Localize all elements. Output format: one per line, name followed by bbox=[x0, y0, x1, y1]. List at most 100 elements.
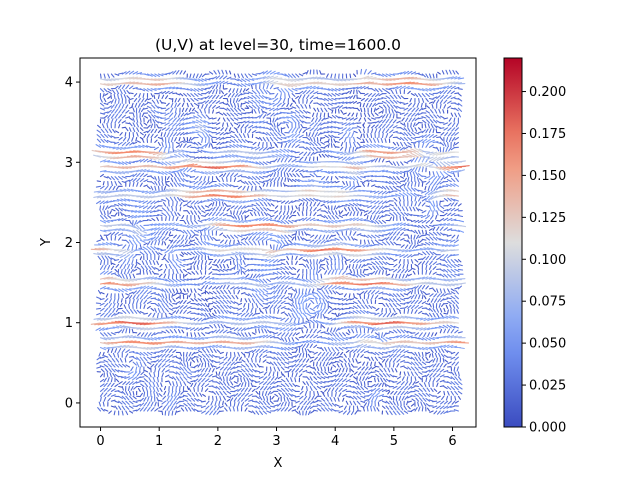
quiver-arrow bbox=[414, 181, 417, 187]
quiver-arrow bbox=[389, 321, 402, 324]
quiver-arrow bbox=[168, 340, 180, 344]
quiver-arrow bbox=[197, 302, 203, 307]
quiver-arrow bbox=[306, 201, 309, 207]
quiver-arrow bbox=[374, 200, 380, 205]
quiver-arrow bbox=[204, 383, 210, 388]
quiver-arrow bbox=[318, 297, 322, 305]
quiver-arrow bbox=[374, 377, 376, 383]
quiver-arrow bbox=[423, 382, 427, 388]
quiver-arrow bbox=[421, 406, 424, 412]
quiver-arrow bbox=[429, 180, 434, 186]
quiver-arrow bbox=[327, 383, 333, 388]
quiver-arrow bbox=[291, 394, 297, 397]
quiver-arrow bbox=[338, 382, 344, 388]
quiver-arrow bbox=[107, 332, 112, 337]
quiver-arrow bbox=[115, 190, 123, 192]
quiver-arrow bbox=[174, 211, 177, 217]
quiver-arrow bbox=[136, 298, 139, 305]
quiver-arrow bbox=[421, 180, 427, 183]
quiver-arrow bbox=[208, 291, 214, 295]
quiver-arrow bbox=[304, 288, 308, 295]
quiver-arrow bbox=[342, 342, 350, 345]
quiver-arrow bbox=[327, 371, 333, 375]
quiver-arrow bbox=[214, 315, 221, 319]
quiver-arrow bbox=[406, 376, 409, 382]
quiver-arrow bbox=[335, 241, 344, 246]
quiver-arrow bbox=[230, 229, 239, 233]
quiver-arrow bbox=[212, 237, 217, 241]
quiver-arrow bbox=[315, 320, 322, 324]
quiver-arrow bbox=[436, 176, 441, 182]
quiver-arrow bbox=[242, 270, 246, 275]
quiver-arrow bbox=[114, 235, 117, 241]
quiver-arrow bbox=[161, 198, 167, 202]
quiver-arrow bbox=[117, 203, 123, 207]
quiver-arrow bbox=[183, 371, 188, 376]
quiver-arrow bbox=[387, 390, 391, 395]
quiver-arrow bbox=[306, 278, 313, 284]
quiver-arrow bbox=[230, 394, 235, 397]
quiver-arrow bbox=[161, 257, 166, 261]
quiver-arrow bbox=[277, 397, 280, 402]
quiver-arrow bbox=[119, 189, 127, 192]
quiver-arrow bbox=[110, 405, 116, 408]
quiver-arrow bbox=[189, 180, 196, 184]
quiver-arrow bbox=[128, 219, 132, 225]
quiver-arrow bbox=[107, 215, 112, 219]
quiver-arrow bbox=[163, 268, 167, 274]
quiver-arrow bbox=[396, 325, 405, 329]
quiver-arrow bbox=[356, 278, 367, 281]
quiver-arrow bbox=[455, 290, 459, 295]
quiver-arrow bbox=[190, 224, 198, 229]
quiver-arrow bbox=[277, 239, 282, 245]
quiver-arrow bbox=[269, 181, 272, 187]
quiver-arrow bbox=[415, 234, 420, 240]
quiver-arrow bbox=[309, 283, 318, 288]
quiver-arrow bbox=[386, 312, 391, 318]
quiver-arrow bbox=[215, 249, 224, 252]
quiver-arrow bbox=[407, 400, 412, 403]
quiver-arrow bbox=[284, 307, 290, 310]
quiver-arrow bbox=[334, 360, 340, 363]
quiver-arrow bbox=[374, 346, 382, 350]
quiver-arrow bbox=[118, 180, 122, 186]
quiver-arrow bbox=[418, 294, 421, 300]
quiver-arrow bbox=[328, 234, 333, 239]
quiver-arrow bbox=[349, 315, 358, 319]
quiver-arrow bbox=[270, 254, 279, 259]
quiver-arrow bbox=[262, 180, 268, 183]
quiver-arrow bbox=[298, 358, 303, 363]
quiver-arrow bbox=[400, 302, 406, 305]
quiver-arrow bbox=[204, 281, 211, 285]
quiver-arrow bbox=[259, 293, 264, 298]
quiver-arrow bbox=[237, 174, 243, 178]
quiver-arrow bbox=[337, 190, 347, 194]
quiver-arrow bbox=[194, 241, 199, 246]
quiver-arrow bbox=[245, 273, 250, 278]
quiver-arrow bbox=[248, 337, 256, 339]
quiver-arrow bbox=[396, 400, 399, 406]
quiver-arrow bbox=[381, 337, 388, 342]
quiver-arrow bbox=[316, 169, 323, 173]
quiver-arrow bbox=[125, 381, 131, 386]
quiver-arrow bbox=[208, 271, 213, 275]
quiver-arrow bbox=[378, 169, 385, 173]
quiver-arrow bbox=[262, 302, 268, 305]
quiver-arrow bbox=[177, 171, 181, 178]
quiver-arrow bbox=[338, 405, 344, 408]
quiver-arrow bbox=[213, 244, 221, 247]
quiver-arrow bbox=[325, 299, 329, 305]
quiver-arrow bbox=[235, 251, 243, 256]
quiver-arrow bbox=[403, 334, 410, 339]
quiver-arrow bbox=[363, 210, 369, 213]
quiver-arrow bbox=[417, 289, 420, 295]
quiver-arrow bbox=[186, 174, 192, 178]
quiver-arrow bbox=[374, 224, 383, 228]
quiver-arrow bbox=[308, 288, 311, 294]
quiver-arrow bbox=[447, 361, 452, 365]
quiver-arrow bbox=[215, 356, 221, 358]
quiver-arrow bbox=[457, 219, 465, 223]
quiver-arrow bbox=[281, 392, 286, 397]
quiver-arrow bbox=[410, 304, 416, 309]
quiver-arrow bbox=[298, 368, 304, 373]
